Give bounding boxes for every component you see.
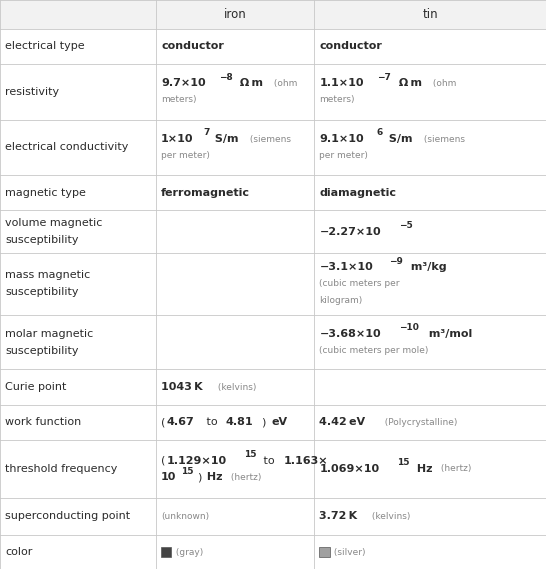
Text: 4.67: 4.67: [167, 417, 194, 427]
Text: −9: −9: [389, 257, 402, 266]
Text: to: to: [260, 456, 278, 465]
Text: 15: 15: [244, 450, 257, 459]
Text: threshold frequency: threshold frequency: [5, 464, 118, 474]
Text: (cubic meters per: (cubic meters per: [319, 279, 400, 288]
Text: 9.7×10: 9.7×10: [161, 79, 206, 88]
Text: 3.72 K: 3.72 K: [319, 512, 358, 521]
Text: Ω m: Ω m: [236, 79, 263, 88]
Text: S/m: S/m: [385, 134, 413, 144]
Text: (siemens: (siemens: [247, 134, 290, 143]
Text: electrical type: electrical type: [5, 41, 85, 51]
Text: −8: −8: [218, 73, 233, 82]
Text: tin: tin: [422, 8, 438, 20]
Text: (hertz): (hertz): [228, 473, 261, 482]
Text: diamagnetic: diamagnetic: [319, 188, 396, 198]
Text: (ohm: (ohm: [271, 79, 298, 88]
Text: S/m: S/m: [211, 134, 239, 144]
Text: −5: −5: [399, 221, 413, 230]
Text: per meter): per meter): [319, 151, 369, 160]
Text: −3.68×10: −3.68×10: [319, 329, 381, 339]
Text: (: (: [161, 456, 165, 465]
Text: (kelvins): (kelvins): [215, 382, 256, 391]
Text: eV: eV: [272, 417, 288, 427]
Text: meters): meters): [319, 96, 355, 105]
Text: 1.129×10: 1.129×10: [167, 456, 227, 465]
Text: 1×10: 1×10: [161, 134, 194, 144]
Text: work function: work function: [5, 417, 82, 427]
Text: per meter): per meter): [161, 151, 210, 160]
Text: color: color: [5, 547, 33, 557]
Text: ferromagnetic: ferromagnetic: [161, 188, 250, 198]
Text: (ohm: (ohm: [430, 79, 456, 88]
Text: −7: −7: [377, 73, 391, 82]
Text: 15: 15: [397, 458, 410, 467]
Bar: [161, 547, 171, 557]
Text: −2.27×10: −2.27×10: [319, 226, 381, 237]
Text: 10: 10: [161, 472, 176, 482]
Text: conductor: conductor: [161, 41, 224, 51]
Text: 15: 15: [181, 467, 193, 476]
Text: superconducting point: superconducting point: [5, 512, 130, 521]
Text: molar magnetic: molar magnetic: [5, 329, 94, 339]
Text: resistivity: resistivity: [5, 86, 60, 97]
Text: conductor: conductor: [319, 41, 382, 51]
Text: susceptibility: susceptibility: [5, 235, 79, 245]
Text: (Polycrystalline): (Polycrystalline): [379, 418, 458, 427]
Text: ): ): [197, 472, 201, 482]
Text: 4.81: 4.81: [226, 417, 253, 427]
Text: (cubic meters per mole): (cubic meters per mole): [319, 346, 429, 355]
Text: volume magnetic: volume magnetic: [5, 218, 103, 228]
Text: 6: 6: [377, 129, 383, 137]
Text: 9.1×10: 9.1×10: [319, 134, 364, 144]
Text: susceptibility: susceptibility: [5, 345, 79, 356]
Text: Ω m: Ω m: [395, 79, 422, 88]
Text: (hertz): (hertz): [438, 464, 472, 473]
Text: Hz: Hz: [413, 464, 432, 474]
Text: −10: −10: [399, 323, 419, 332]
Text: ): ): [262, 417, 269, 427]
Text: (siemens: (siemens: [420, 134, 465, 143]
Text: Curie point: Curie point: [5, 382, 67, 392]
Text: meters): meters): [161, 96, 197, 105]
Text: susceptibility: susceptibility: [5, 287, 79, 297]
Text: (silver): (silver): [331, 547, 366, 556]
Text: (: (: [161, 417, 165, 427]
Text: (unknown): (unknown): [161, 512, 209, 521]
Text: 1043 K: 1043 K: [161, 382, 203, 392]
Text: to: to: [203, 417, 221, 427]
Text: 4.42 eV: 4.42 eV: [319, 417, 365, 427]
Bar: [0, 0, 546, 28]
Text: kilogram): kilogram): [319, 296, 363, 305]
Text: iron: iron: [223, 8, 246, 20]
Text: 1.163×: 1.163×: [284, 456, 329, 465]
Text: mass magnetic: mass magnetic: [5, 270, 91, 281]
Text: Hz: Hz: [203, 472, 222, 482]
Text: 1.1×10: 1.1×10: [319, 79, 364, 88]
Text: m³/kg: m³/kg: [407, 262, 446, 272]
Text: 1.069×10: 1.069×10: [319, 464, 379, 474]
Text: electrical conductivity: electrical conductivity: [5, 142, 129, 152]
Text: −3.1×10: −3.1×10: [319, 262, 373, 272]
Bar: [319, 547, 330, 557]
Text: 7: 7: [203, 129, 209, 137]
Text: (gray): (gray): [173, 547, 203, 556]
Text: (kelvins): (kelvins): [369, 512, 410, 521]
Text: m³/mol: m³/mol: [425, 329, 472, 339]
Text: magnetic type: magnetic type: [5, 188, 86, 198]
